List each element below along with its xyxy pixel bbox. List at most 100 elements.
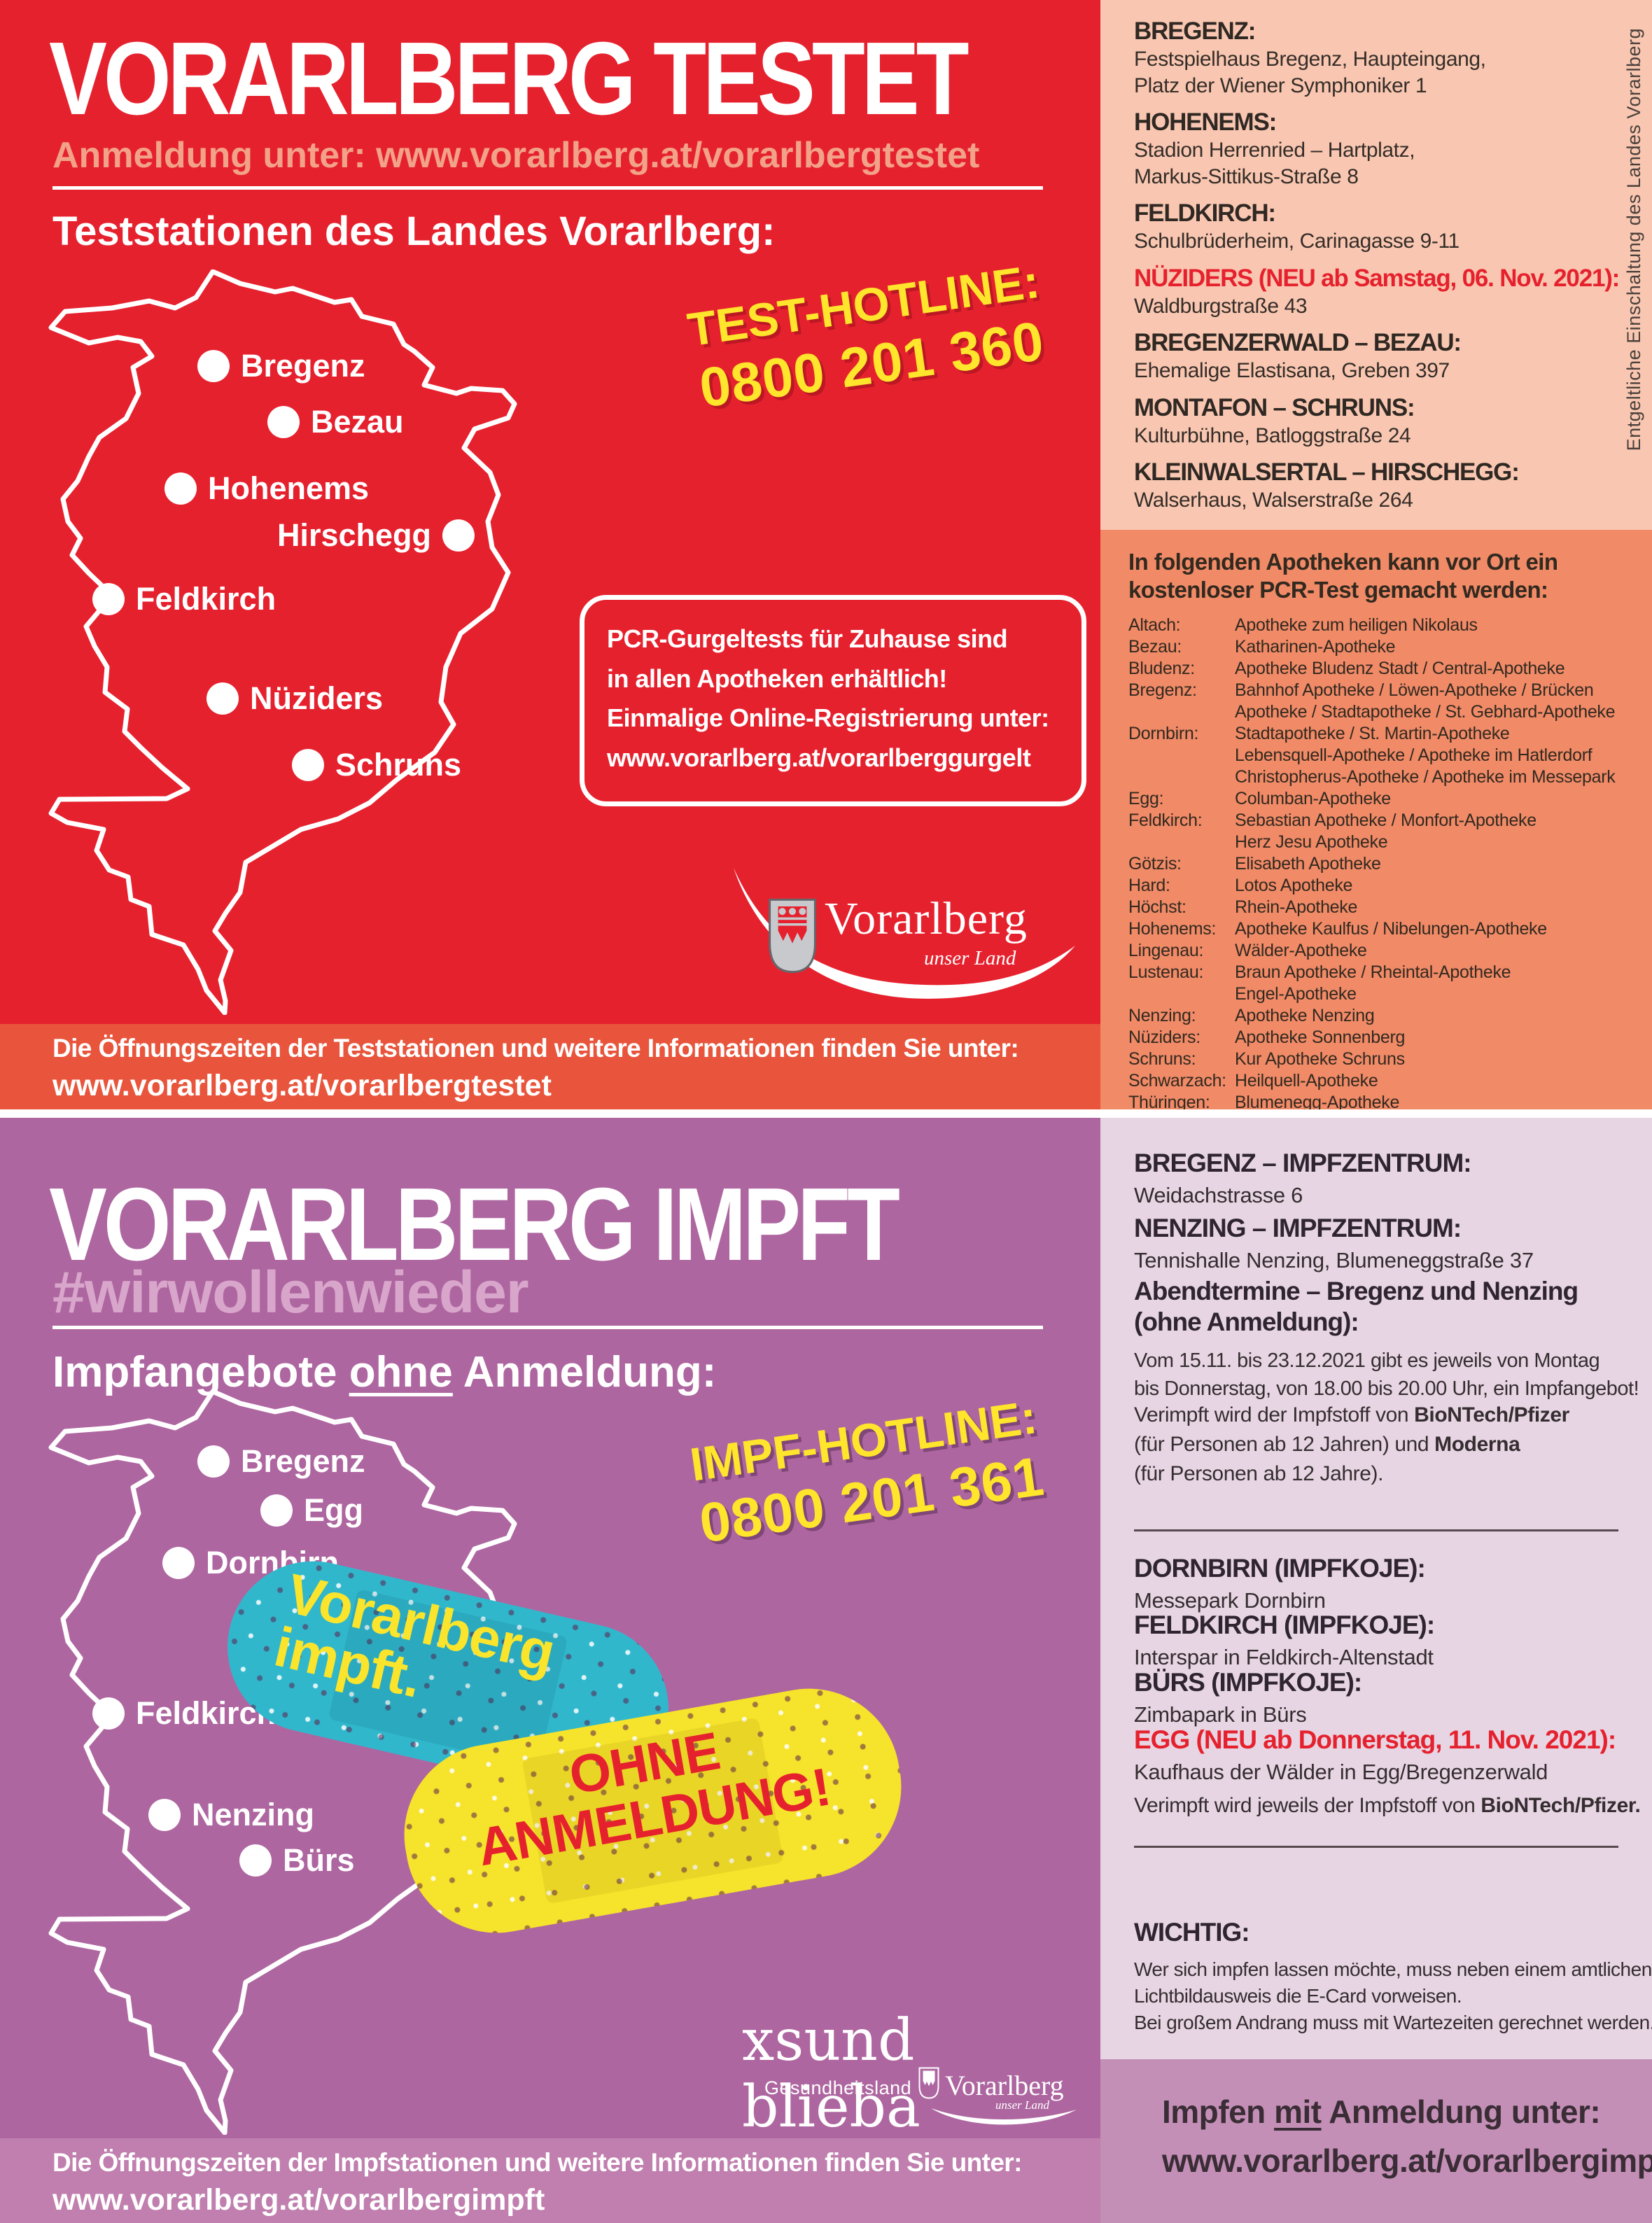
pharmacy-names: Blumenegg-Apotheke (1235, 1092, 1400, 1112)
pharmacy-names: Apotheke Kaulfus / Nibelungen-Apotheke (1235, 918, 1547, 939)
pharmacy-row: Dornbirn: Stadtapotheke / St. Martin-Apo… (1128, 723, 1624, 788)
location-address: Weidachstrasse 6 (1134, 1183, 1303, 1208)
test-footer-url: www.vorarlberg.at/vorarlbergtestet (52, 1069, 552, 1102)
pharmacy-row: Götzis: Elisabeth Apotheke (1128, 853, 1624, 875)
vorarlberg-outline (48, 1389, 517, 2135)
location-name: NENZING – IMPFZENTRUM: (1134, 1214, 1462, 1242)
pharmacies-heading-line2: kostenloser PCR-Test gemacht werden: (1128, 577, 1548, 603)
station-name: BREGENZERWALD – BEZAU: (1134, 329, 1462, 356)
test-registration-url: Anmeldung unter: www.vorarlberg.at/vorar… (52, 135, 980, 176)
pharmacy-names: Apotheke Bludenz Stadt / Central-Apothek… (1235, 658, 1565, 678)
test-station-entry: HOHENEMS: Stadion Herrenried – Hartplatz… (1134, 108, 1624, 190)
abendtermine-body1: Vom 15.11. bis 23.12.2021 gibt es jeweil… (1134, 1349, 1600, 1372)
location-address: Interspar in Feldkirch-Altenstadt (1134, 1645, 1434, 1670)
pharmacy-names: Sebastian Apotheke / Monfort-Apotheke He… (1235, 810, 1536, 852)
pharmacy-town: Dornbirn: (1128, 723, 1199, 743)
pharmacy-town: Nenzing: (1128, 1005, 1196, 1025)
station-name: HOHENEMS: (1134, 108, 1277, 136)
pharmacies-table: Altach: Apotheke zum heiligen Nikolaus B… (1128, 615, 1624, 1114)
map-city: Bregenz (197, 1443, 365, 1480)
pcr-gurgeltest-box: PCR-Gurgeltests für Zuhause sind in alle… (580, 595, 1086, 806)
vaccine-info-2: Verimpft wird jeweils der Impfstoff von … (1134, 1791, 1641, 1821)
city-label: Hirschegg (276, 517, 431, 553)
abendtermine-body2: bis Donnerstag, von 18.00 bis 20.00 Uhr,… (1134, 1377, 1639, 1401)
pharmacy-names: Kur Apotheke Schruns (1235, 1049, 1405, 1069)
vorarlberg-logo: Vorarlberg unser Land (714, 864, 1085, 1004)
pharmacy-town: Götzis: (1128, 853, 1182, 874)
location-address: Messepark Dornbirn (1134, 1588, 1326, 1613)
pharmacy-town: Schwarzach: (1128, 1070, 1226, 1091)
pharmacy-town: Egg: (1128, 788, 1164, 808)
swoosh-icon (734, 868, 1075, 999)
pharmacy-row: Bezau: Katharinen-Apotheke (1128, 636, 1624, 658)
map-city: Hohenems (164, 470, 369, 507)
test-title: VORARLBERG TESTET (49, 21, 969, 136)
vaccine-line: Verimpft wird jeweils der Impfstoff von … (1134, 1794, 1641, 1817)
impf-hashtag: #wirwollenwieder (52, 1259, 529, 1325)
pharmacy-row: Bregenz: Bahnhof Apotheke / Löwen-Apothe… (1128, 680, 1624, 723)
vorarlberg-logo-tagline: unser Land (924, 947, 1016, 969)
map-city: Bürs (239, 1842, 355, 1879)
anmeldung-url: www.vorarlberg.at/vorarlbergimpft (1162, 2143, 1652, 2179)
pharmacy-row: Thüringen: Blumenegg-Apotheke (1128, 1092, 1624, 1114)
section-divider (0, 1109, 1652, 1118)
station-address: Stadion Herrenried – Hartplatz, Markus-S… (1134, 139, 1415, 188)
impfzentrum-bregenz: BREGENZ – IMPFZENTRUM: Weidachstrasse 6 (1134, 1148, 1632, 1208)
vorarlberg-logo-wordmark: Vorarlberg (825, 893, 1028, 944)
test-footer-text: Die Öffnungszeiten der Teststationen und… (52, 1034, 1019, 1063)
city-label: Bezau (311, 404, 404, 440)
station-name: BREGENZ: (1134, 17, 1256, 45)
pharmacy-row: Nüziders: Apotheke Sonnenberg (1128, 1027, 1624, 1049)
pharmacy-town: Nüziders: (1128, 1027, 1200, 1047)
pharmacy-names: Wälder-Apotheke (1235, 940, 1367, 960)
xsund-wordmark: xsund blieba (742, 2007, 920, 2140)
legal-notice-vertical: Entgeltliche Einschaltung des Landes Vor… (1623, 28, 1644, 451)
test-station-entry: BREGENZERWALD – BEZAU: Ehemalige Elastis… (1134, 328, 1624, 384)
pharmacy-row: Schruns: Kur Apotheke Schruns (1128, 1049, 1624, 1070)
test-footer-banner: Die Öffnungszeiten der Teststationen und… (0, 1024, 1100, 1109)
pharmacy-names: Heilquell-Apotheke (1235, 1070, 1378, 1091)
pharmacy-row: Feldkirch: Sebastian Apotheke / Monfort-… (1128, 810, 1624, 853)
pharmacy-names: Columban-Apotheke (1235, 788, 1391, 808)
map-city: Egg (260, 1492, 363, 1529)
pharmacies-section: In folgenden Apotheken kann vor Ort ein … (1100, 530, 1652, 1112)
abendtermine-block: Abendtermine – Bregenz und Nenzing (ohne… (1134, 1276, 1639, 1403)
city-dot-icon (92, 1697, 125, 1730)
city-dot-icon (92, 583, 125, 615)
divider-rule (52, 186, 1043, 190)
location-address: Tennishalle Nenzing, Blumeneggstraße 37 (1134, 1248, 1534, 1273)
impf-locations-column: BREGENZ – IMPFZENTRUM: Weidachstrasse 6 … (1100, 1118, 1652, 2059)
pharmacy-town: Bregenz: (1128, 680, 1197, 700)
city-label: Bürs (283, 1842, 355, 1878)
impf-footer-banner: Die Öffnungszeiten der Impfstationen und… (0, 2138, 1100, 2223)
vaccine-line: (für Personen ab 12 Jahren) und Moderna (1134, 1433, 1520, 1456)
location-address: Zimbapark in Bürs (1134, 1702, 1307, 1727)
pharmacy-names: Stadtapotheke / St. Martin-Apotheke Lebe… (1235, 723, 1616, 787)
map-city: Bezau (267, 404, 404, 440)
pharmacy-row: Egg: Columban-Apotheke (1128, 788, 1624, 810)
wichtig-block: WICHTIG: Wer sich impfen lassen möchte, … (1134, 1917, 1652, 2036)
pharmacy-row: Bludenz: Apotheke Bludenz Stadt / Centra… (1128, 658, 1624, 680)
city-dot-icon (442, 519, 475, 552)
test-station-entry: FELDKIRCH: Schulbrüderheim, Carinagasse … (1134, 199, 1624, 255)
wichtig-line: Bei großem Andrang muss mit Wartezeiten … (1134, 2012, 1652, 2034)
city-label: Bregenz (241, 1443, 365, 1479)
city-dot-icon (239, 1844, 272, 1877)
map-city: Hirschegg (277, 517, 475, 554)
impf-title: VORARLBERG IMPFT (49, 1167, 900, 1282)
city-label: Bregenz (241, 348, 365, 384)
xsund-blieba-logo: xsund blieba Gesundheitsland Vorarlberg … (714, 2007, 1085, 2140)
pharmacy-town: Feldkirch: (1128, 810, 1203, 830)
pharmacy-town: Altach: (1128, 615, 1181, 635)
pharmacy-names: Katharinen-Apotheke (1235, 636, 1396, 657)
section-vorarlberg-testet: VORARLBERG TESTET Anmeldung unter: www.v… (0, 0, 1100, 1024)
city-dot-icon (148, 1799, 181, 1831)
impf-footer-text: Die Öffnungszeiten der Impfstationen und… (52, 2148, 1022, 2177)
location-address: Kaufhaus der Wälder in Egg/Bregenzerwald (1134, 1760, 1548, 1785)
map-vorarlberg-test: Bregenz Bezau Hohenems Hirschegg Feldkir… (28, 269, 532, 1015)
city-label: Hohenems (208, 470, 370, 506)
wichtig-heading: WICHTIG: (1134, 1918, 1250, 1947)
city-dot-icon (197, 350, 230, 382)
pharmacy-names: Bahnhof Apotheke / Löwen-Apotheke / Brüc… (1235, 680, 1616, 722)
pharmacy-names: Elisabeth Apotheke (1235, 853, 1381, 874)
